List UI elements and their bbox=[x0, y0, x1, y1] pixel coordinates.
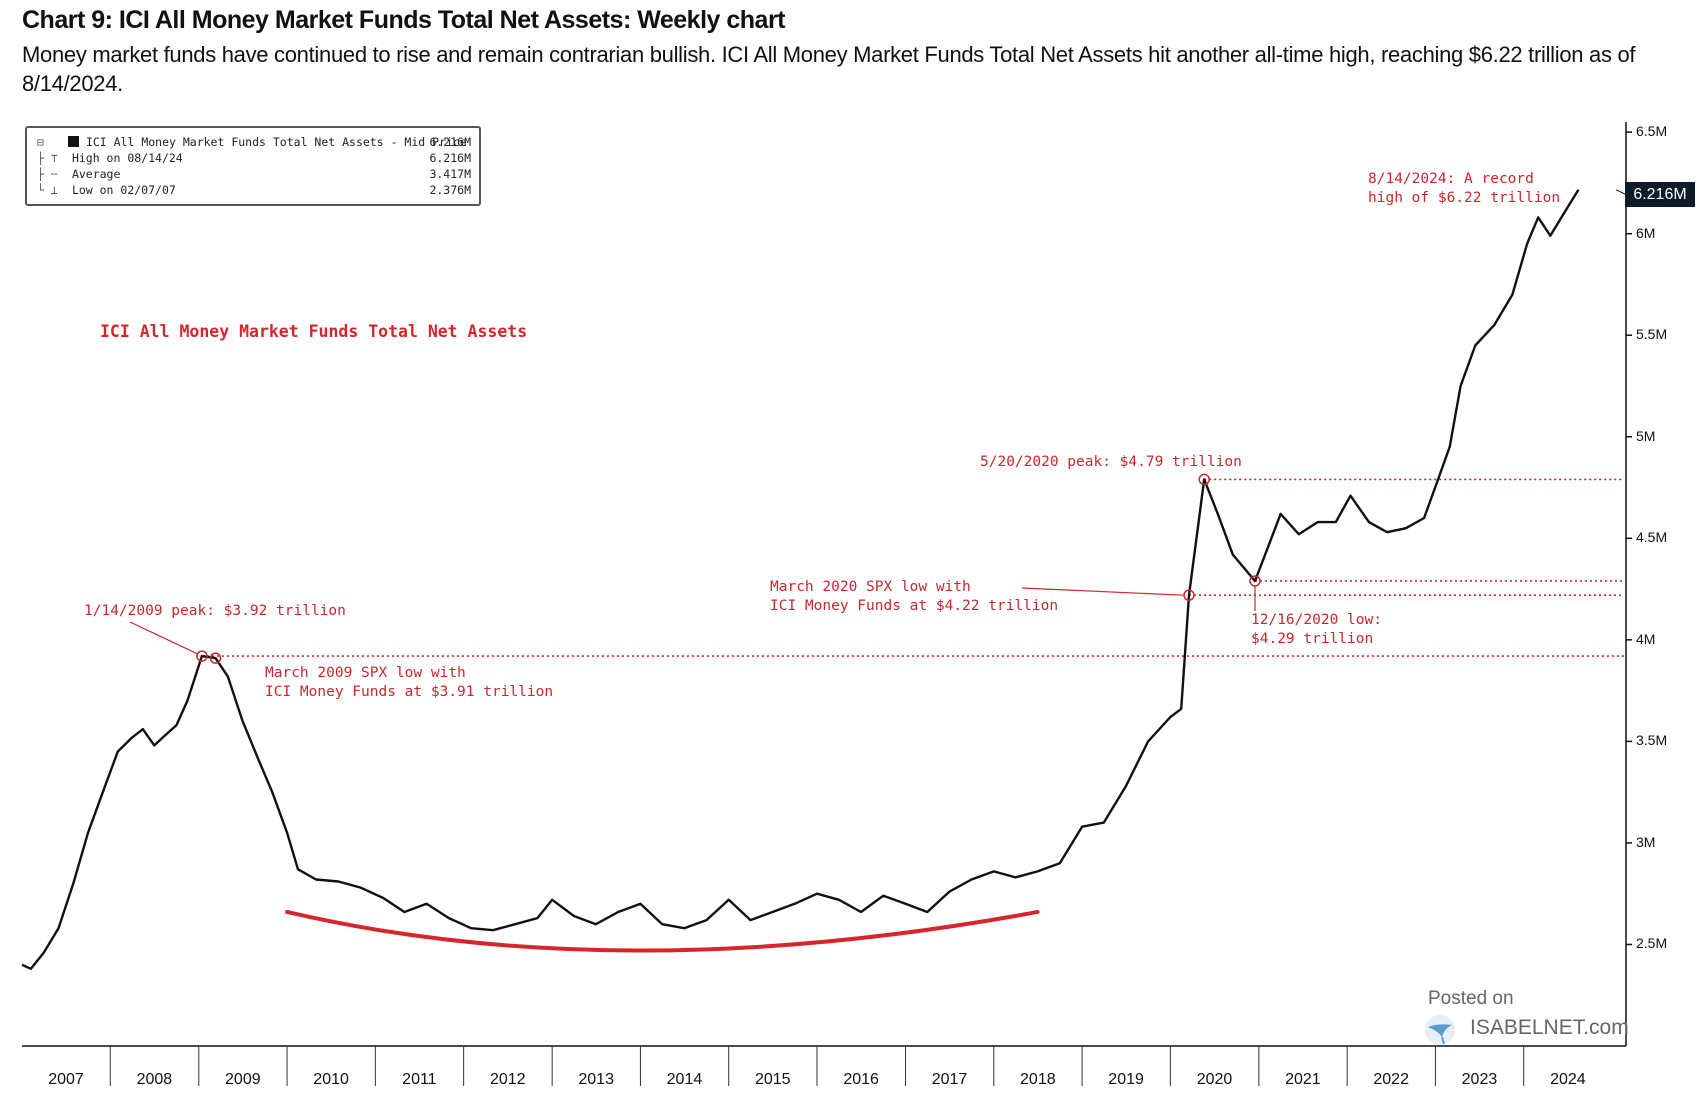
annotation-peak-2020: 5/20/2020 peak: $4.79 trillion bbox=[980, 454, 1242, 470]
badge-connector bbox=[1615, 189, 1626, 195]
legend-row-label: ICI All Money Market Funds Total Net Ass… bbox=[85, 135, 467, 149]
annotation-line: 12/16/2020 low: bbox=[1251, 612, 1382, 628]
trend-arc bbox=[285, 909, 1040, 953]
x-tick-label: 2012 bbox=[489, 1071, 526, 1088]
y-tick-label: 6.5M bbox=[1636, 123, 1668, 140]
series-label: ICI All Money Market Funds Total Net Ass… bbox=[100, 322, 528, 341]
annotation-low-dec-2020: 12/16/2020 low: $4.29 trillion bbox=[1251, 611, 1382, 649]
legend-row-value: 2.376M bbox=[429, 183, 471, 197]
x-tick-label: 2011 bbox=[402, 1071, 437, 1088]
x-tick-label: 2007 bbox=[48, 1071, 84, 1088]
marker-circle bbox=[1183, 589, 1195, 601]
marker-circle bbox=[196, 650, 208, 662]
x-tick-label: 2019 bbox=[1108, 1071, 1144, 1088]
y-tick-label: 4.5M bbox=[1636, 529, 1668, 546]
x-tick-label: 2023 bbox=[1461, 1071, 1498, 1088]
annotation-line: high of $6.22 trillion bbox=[1368, 190, 1561, 206]
x-tick-label: 2014 bbox=[666, 1071, 703, 1088]
x-tick-label: 2024 bbox=[1550, 1071, 1586, 1088]
chart-title: Chart 9: ICI All Money Market Funds Tota… bbox=[22, 6, 786, 34]
annotation-line: ICI Money Funds at $4.22 trillion bbox=[770, 598, 1059, 614]
legend-high-icon: ├ ⊤ bbox=[37, 151, 58, 165]
legend-row-average: ├ ╌ Average 3.417M bbox=[37, 166, 471, 182]
y-tick-label: 5M bbox=[1636, 427, 1656, 444]
leader-line bbox=[129, 621, 199, 655]
y-tick-label: 6M bbox=[1636, 224, 1656, 241]
legend-low-icon: └ ⊥ bbox=[37, 183, 58, 197]
annotation-peak-2009: 1/14/2009 peak: $3.92 trillion bbox=[84, 603, 346, 619]
legend-row-value: 6.216M bbox=[429, 135, 471, 149]
legend-collapse-icon[interactable]: ⊟ bbox=[37, 135, 44, 149]
y-tick-label: 5.5M bbox=[1636, 326, 1668, 343]
x-tick-label: 2016 bbox=[843, 1071, 879, 1088]
x-tick-label: 2020 bbox=[1196, 1071, 1233, 1088]
annotation-line: March 2009 SPX low with bbox=[265, 665, 466, 681]
watermark-posted-on: Posted on bbox=[1428, 988, 1514, 1009]
y-tick-label: 3M bbox=[1636, 833, 1656, 850]
legend-row-value: 6.216M bbox=[429, 151, 471, 165]
legend-row-label: Average bbox=[71, 167, 121, 181]
x-tick-label: 2017 bbox=[931, 1071, 968, 1088]
x-tick-label: 2013 bbox=[578, 1071, 614, 1088]
y-tick-label: 3.5M bbox=[1636, 732, 1668, 749]
legend-average-icon: ├ ╌ bbox=[37, 167, 58, 181]
y-tick-label: 4M bbox=[1636, 630, 1656, 647]
x-tick-label: 2021 bbox=[1285, 1071, 1321, 1088]
annotation-low-2009: March 2009 SPX low with ICI Money Funds … bbox=[265, 664, 553, 702]
x-tick-label: 2018 bbox=[1020, 1071, 1056, 1088]
legend-row-label: High on 08/14/24 bbox=[71, 151, 183, 165]
legend-row-series: ⊟ ICI All Money Market Funds Total Net A… bbox=[37, 134, 471, 150]
x-tick-label: 2009 bbox=[225, 1071, 261, 1088]
x-tick-label: 2008 bbox=[136, 1071, 173, 1088]
x-tick-label: 2022 bbox=[1373, 1071, 1409, 1088]
legend-row-high: ├ ⊤ High on 08/14/24 6.216M bbox=[37, 150, 471, 166]
chart-subtitle: Money market funds have continued to ris… bbox=[22, 42, 1636, 96]
legend-box: ⊟ ICI All Money Market Funds Total Net A… bbox=[25, 126, 481, 206]
marker-circle bbox=[209, 652, 222, 664]
annotation-line: March 2020 SPX low with bbox=[770, 579, 971, 595]
legend-row-value: 3.417M bbox=[429, 167, 471, 181]
annotation-line: 8/14/2024: A record bbox=[1368, 171, 1534, 187]
y-tick-label: 2.5M bbox=[1636, 935, 1668, 952]
last-value-badge: 6.216M bbox=[1625, 182, 1695, 207]
annotation-line: ICI Money Funds at $3.91 trillion bbox=[265, 684, 554, 700]
watermark-site: ISABELNET.com bbox=[1470, 1016, 1629, 1039]
annotation-line: $4.29 trillion bbox=[1251, 631, 1374, 647]
legend-series-swatch bbox=[68, 136, 79, 147]
x-tick-label: 2010 bbox=[313, 1071, 349, 1088]
bird-logo-icon bbox=[1425, 1015, 1455, 1045]
leader-line bbox=[1021, 587, 1184, 596]
annotation-spx-low-2020: March 2020 SPX low with ICI Money Funds … bbox=[770, 578, 1058, 616]
annotation-record-2024: 8/14/2024: A record high of $6.22 trilli… bbox=[1368, 170, 1560, 208]
marker-circle bbox=[1198, 473, 1210, 486]
legend-row-label: Low on 02/07/07 bbox=[71, 183, 176, 197]
legend-row-low: └ ⊥ Low on 02/07/07 2.376M bbox=[37, 182, 471, 198]
x-tick-label: 2015 bbox=[754, 1071, 791, 1088]
